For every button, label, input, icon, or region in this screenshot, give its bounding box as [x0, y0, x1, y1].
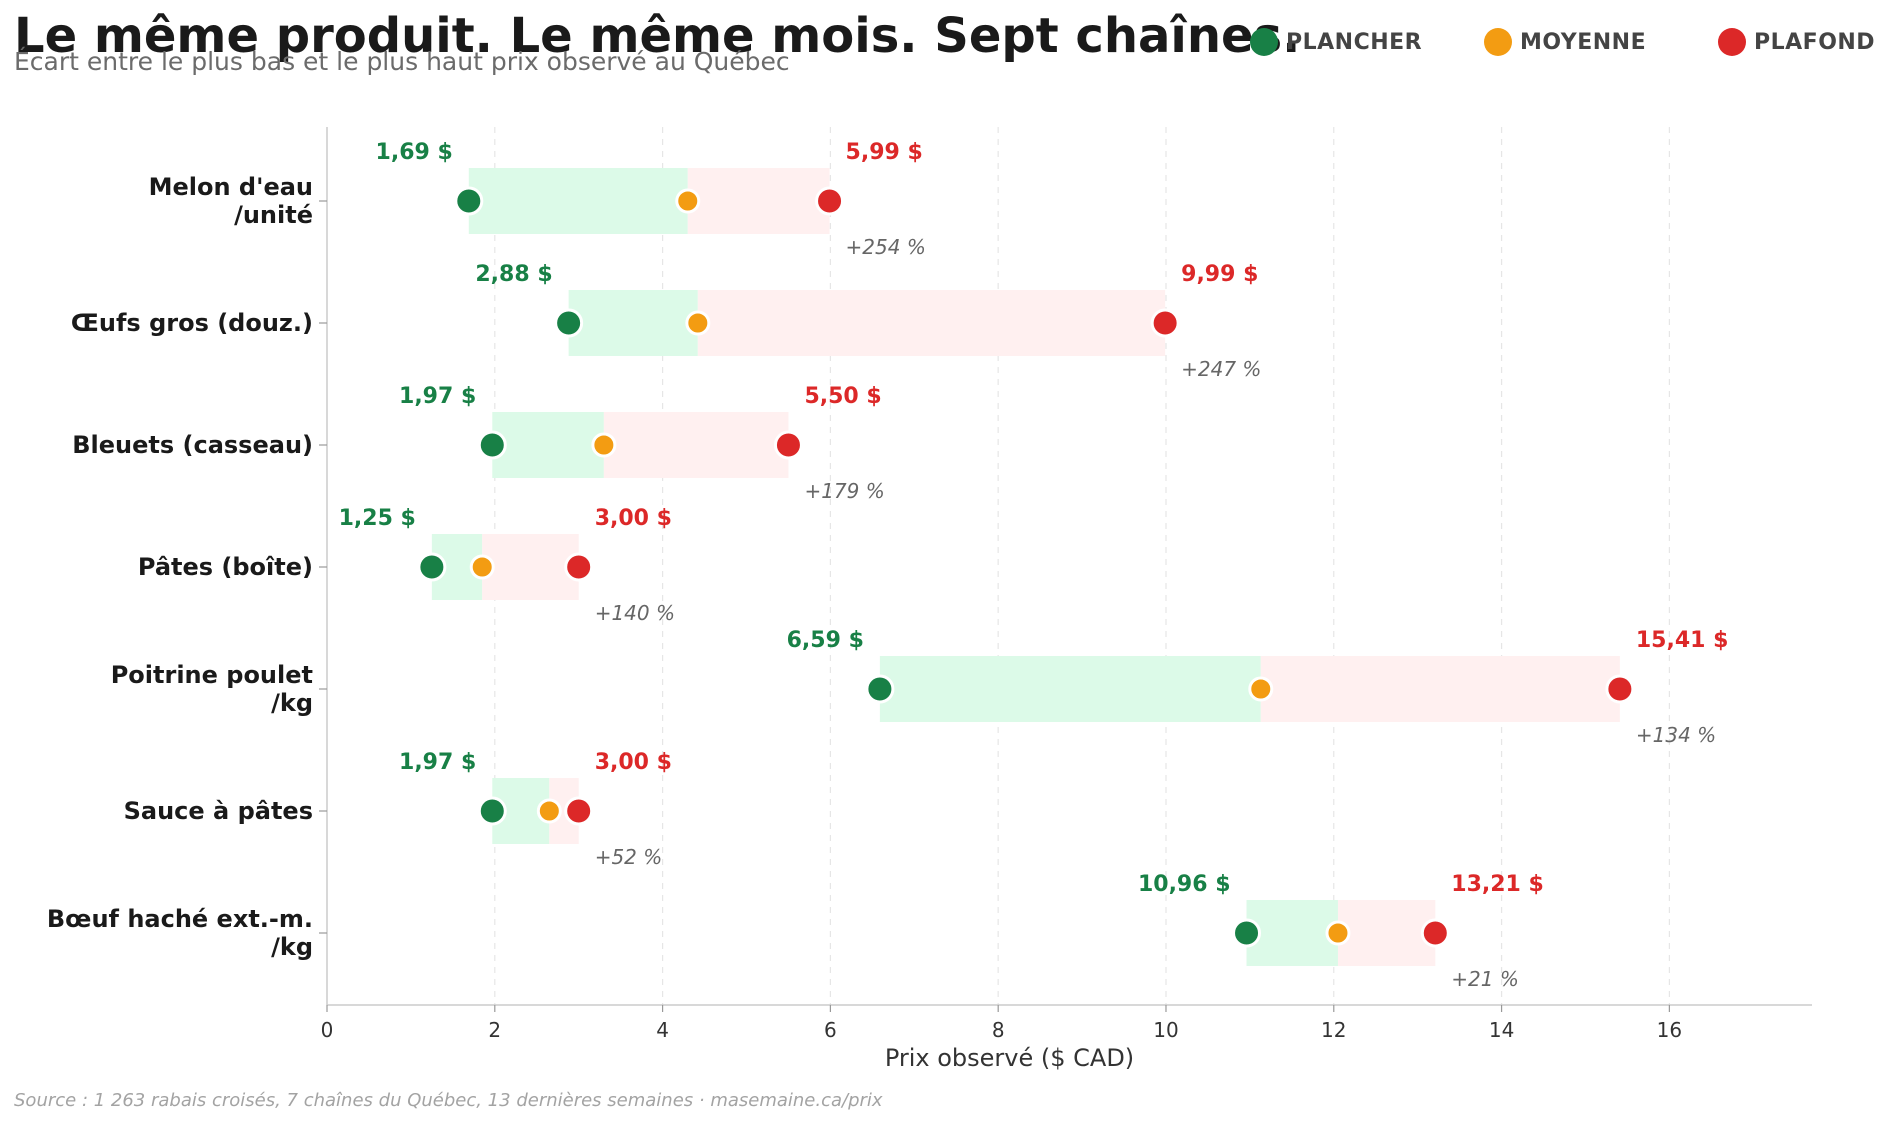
mean-marker — [1325, 920, 1351, 946]
category-label-line: /kg — [271, 689, 313, 717]
floor-marker — [1232, 918, 1262, 948]
floor-value-label: 6,59 $ — [787, 628, 864, 653]
ceiling-value-label: 13,21 $ — [1451, 872, 1544, 897]
ceiling-value-label: 9,99 $ — [1181, 262, 1258, 287]
floor-marker — [865, 674, 895, 704]
floor-marker — [477, 430, 507, 460]
ceiling-marker — [564, 796, 594, 826]
category-label: Bleuets (casseau) — [72, 431, 313, 459]
floor-marker — [554, 308, 584, 338]
ceiling-value-label: 15,41 $ — [1636, 628, 1729, 653]
legend-mean-label: MOYENNE — [1520, 29, 1647, 55]
gap-percent-label: +140 % — [595, 601, 675, 625]
ceiling-marker — [1420, 918, 1450, 948]
mean-to-ceiling-band — [482, 534, 579, 600]
ceiling-marker — [773, 430, 803, 460]
ceiling-marker — [815, 186, 845, 216]
floor-to-mean-band — [468, 168, 688, 234]
mean-to-ceiling-band — [1337, 900, 1436, 966]
category-label-line: Melon d'eau — [149, 173, 313, 201]
category-label-line: Poitrine poulet — [111, 661, 313, 689]
mean-to-ceiling-band — [697, 290, 1166, 356]
category-label: Pâtes (boîte) — [138, 553, 313, 581]
ceiling-marker — [564, 552, 594, 582]
floor-value-label: 1,69 $ — [376, 140, 453, 165]
floor-to-mean-band — [568, 290, 698, 356]
chart-title: Le même produit. Le même mois. Sept chaî… — [14, 8, 1301, 64]
ceiling-value-label: 3,00 $ — [595, 750, 672, 775]
category-label-line: Bleuets (casseau) — [72, 431, 313, 459]
gap-percent-label: +179 % — [804, 479, 884, 503]
x-tick-label: 2 — [488, 1018, 501, 1042]
ceiling-value-label: 3,00 $ — [595, 506, 672, 531]
floor-to-mean-band — [879, 656, 1261, 722]
source-note: Source : 1 263 rabais croisés, 7 chaînes… — [14, 1090, 883, 1111]
x-tick-label: 14 — [1489, 1018, 1514, 1042]
legend-item-ceiling: PLAFOND — [1718, 28, 1875, 56]
floor-to-mean-band — [1246, 900, 1338, 966]
category-label: Œufs gros (douz.) — [71, 309, 313, 337]
category-label-line: /kg — [271, 933, 313, 961]
ceiling-marker — [1605, 674, 1635, 704]
floor-value-label: 1,97 $ — [399, 750, 476, 775]
floor-marker — [454, 186, 484, 216]
mean-marker — [536, 798, 562, 824]
legend-item-mean: MOYENNE — [1484, 28, 1646, 56]
legend-ceiling-marker — [1718, 28, 1746, 56]
mean-marker — [1248, 676, 1274, 702]
category-label-line: Sauce à pâtes — [124, 797, 313, 825]
floor-marker — [417, 552, 447, 582]
category-label-line: Bœuf haché ext.-m. — [47, 905, 313, 933]
ceiling-marker — [1150, 308, 1180, 338]
category-label: Sauce à pâtes — [124, 797, 313, 825]
mean-marker — [591, 432, 617, 458]
floor-marker — [477, 796, 507, 826]
category-label-line: Pâtes (boîte) — [138, 553, 313, 581]
category-label: Melon d'eau/unité — [149, 173, 313, 229]
category-label-line: /unité — [234, 201, 313, 229]
mean-marker — [469, 554, 495, 580]
x-tick-label: 4 — [656, 1018, 669, 1042]
ceiling-value-label: 5,50 $ — [804, 384, 881, 409]
gap-percent-label: +134 % — [1636, 723, 1716, 747]
floor-value-label: 1,25 $ — [339, 506, 416, 531]
gap-percent-label: +21 % — [1451, 967, 1519, 991]
gap-percent-label: +52 % — [595, 845, 663, 869]
mean-to-ceiling-band — [603, 412, 789, 478]
category-label: Bœuf haché ext.-m./kg — [47, 905, 313, 961]
mean-to-ceiling-band — [687, 168, 830, 234]
x-axis-title: Prix observé ($ CAD) — [885, 1044, 1134, 1072]
mean-marker — [675, 188, 701, 214]
x-tick-label: 8 — [992, 1018, 1005, 1042]
mean-marker — [685, 310, 711, 336]
mean-to-ceiling-band — [1260, 656, 1620, 722]
x-tick-label: 10 — [1153, 1018, 1178, 1042]
legend-floor-label: PLANCHER — [1286, 29, 1423, 55]
gap-percent-label: +247 % — [1181, 357, 1261, 381]
legend-ceiling-label: PLAFOND — [1754, 29, 1876, 55]
category-label-line: Œufs gros (douz.) — [71, 309, 313, 337]
floor-value-label: 1,97 $ — [399, 384, 476, 409]
x-tick-label: 0 — [321, 1018, 334, 1042]
floor-value-label: 2,88 $ — [475, 262, 552, 287]
category-label: Poitrine poulet/kg — [111, 661, 313, 717]
legend-mean-marker — [1484, 28, 1512, 56]
legend-floor-marker — [1250, 28, 1278, 56]
floor-value-label: 10,96 $ — [1138, 872, 1231, 897]
x-tick-label: 6 — [824, 1018, 837, 1042]
chart-subtitle: Écart entre le plus bas et le plus haut … — [14, 47, 790, 76]
x-tick-label: 12 — [1321, 1018, 1346, 1042]
legend-item-floor: PLANCHER — [1250, 28, 1422, 56]
gap-percent-label: +254 % — [846, 235, 926, 259]
floor-to-mean-band — [492, 412, 604, 478]
ceiling-value-label: 5,99 $ — [846, 140, 923, 165]
x-tick-label: 16 — [1657, 1018, 1682, 1042]
